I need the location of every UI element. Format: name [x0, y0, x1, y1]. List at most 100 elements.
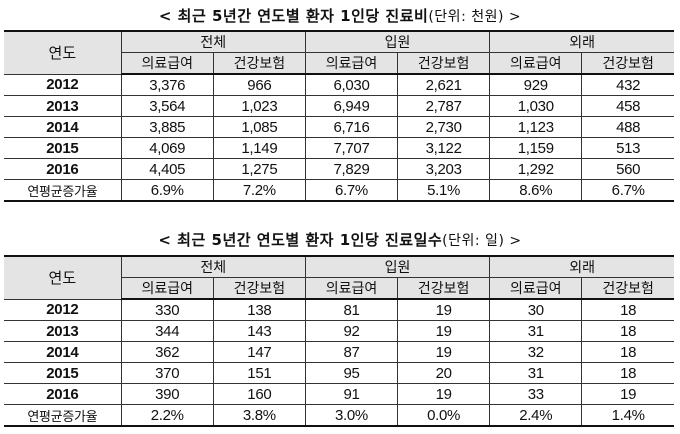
sub-header: 의료급여 [489, 277, 583, 300]
table-cell: 344 [120, 320, 214, 342]
table-cell: 3,122 [397, 137, 491, 159]
table-row: 2012 330 138 81 19 30 18 [4, 298, 674, 321]
title-text: < 최근 5년간 연도별 환자 1인당 진료일수 [158, 231, 443, 249]
table-row: 2015 4,069 1,149 7,707 3,122 1,159 513 [4, 137, 674, 159]
table-cell: 5.1% [397, 179, 491, 202]
group-header: 외래 [489, 255, 674, 278]
table-cell: 18 [581, 298, 674, 321]
table-cell: 1,292 [489, 158, 583, 180]
table-cell: 458 [581, 95, 674, 117]
title-unit: (단위: 일) > [442, 233, 522, 249]
table-cell: 19 [397, 341, 491, 363]
row-label: 2014 [4, 341, 122, 363]
table-cell: 151 [212, 362, 306, 384]
table-cell: 6,716 [304, 116, 399, 138]
table-cell: 2,730 [397, 116, 491, 138]
table-cell: 19 [397, 298, 491, 321]
row-label: 2014 [4, 116, 122, 138]
table-cell: 4,405 [120, 158, 214, 180]
sub-header: 건강보험 [212, 277, 306, 300]
table-cell: 0.0% [397, 404, 491, 427]
table-cell: 1,085 [212, 116, 306, 138]
table-cell: 929 [489, 73, 583, 96]
group-header: 입원 [304, 30, 491, 53]
table-cell: 30 [489, 298, 583, 321]
sub-header: 건강보험 [212, 52, 306, 75]
table-row: 2015 370 151 95 20 31 18 [4, 362, 674, 384]
table-cell: 1,159 [489, 137, 583, 159]
table-row: 2016 390 160 91 19 33 19 [4, 383, 674, 405]
group-header: 전체 [120, 30, 306, 53]
table-cell: 2.2% [120, 404, 214, 427]
table-cell: 966 [212, 73, 306, 96]
sub-header: 의료급여 [489, 52, 583, 75]
table-row: 2013 344 143 92 19 31 18 [4, 320, 674, 342]
table-cell: 1,123 [489, 116, 583, 138]
table-cell: 6,949 [304, 95, 399, 117]
title-unit: (단위: 천원) > [428, 9, 522, 25]
table-cell: 390 [120, 383, 214, 405]
table-cell: 19 [397, 320, 491, 342]
group-header: 전체 [120, 255, 306, 278]
row-label: 연평균증가율 [4, 404, 122, 427]
table-cell: 6,030 [304, 73, 399, 96]
table-cell: 19 [397, 383, 491, 405]
table-cell: 3,564 [120, 95, 214, 117]
table-cell: 19 [581, 383, 674, 405]
year-header: 연도 [4, 255, 122, 300]
sub-header: 건강보험 [581, 277, 674, 300]
table-cell: 6.7% [581, 179, 674, 202]
table-cell: 1,030 [489, 95, 583, 117]
table-cell: 7,707 [304, 137, 399, 159]
table-cell: 7,829 [304, 158, 399, 180]
table-cell: 91 [304, 383, 399, 405]
table-cell: 432 [581, 73, 674, 96]
table-title-cost: < 최근 5년간 연도별 환자 1인당 진료비(단위: 천원) > [0, 5, 680, 26]
table-cell: 362 [120, 341, 214, 363]
table-cell: 3.8% [212, 404, 306, 427]
row-label: 연평균증가율 [4, 179, 122, 202]
title-text: < 최근 5년간 연도별 환자 1인당 진료비 [158, 7, 429, 25]
row-label: 2013 [4, 95, 122, 117]
table-cell: 8.6% [489, 179, 583, 202]
table-cell: 18 [581, 362, 674, 384]
table-cell: 3,203 [397, 158, 491, 180]
table-cell: 513 [581, 137, 674, 159]
table-cell: 4,069 [120, 137, 214, 159]
table-row: 2014 362 147 87 19 32 18 [4, 341, 674, 363]
table-cell: 370 [120, 362, 214, 384]
table-title-days: < 최근 5년간 연도별 환자 1인당 진료일수(단위: 일) > [0, 229, 680, 250]
sub-header: 건강보험 [397, 277, 491, 300]
table-row: 연평균증가율 2.2% 3.8% 3.0% 0.0% 2.4% 1.4% [4, 404, 674, 427]
table-cell: 1.4% [581, 404, 674, 427]
row-label: 2013 [4, 320, 122, 342]
cost-per-patient-table: 연도 전체 입원 외래 의료급여 건강보험 의료급여 건강보험 의료급여 건강보험 2012 3,37… [4, 30, 674, 202]
row-label: 2015 [4, 362, 122, 384]
year-header: 연도 [4, 30, 122, 75]
table-cell: 160 [212, 383, 306, 405]
group-header: 입원 [304, 255, 491, 278]
sub-header: 의료급여 [121, 52, 214, 75]
table-cell: 2,787 [397, 95, 491, 117]
row-label: 2012 [4, 298, 122, 321]
sub-header: 건강보험 [581, 52, 674, 75]
row-label: 2012 [4, 73, 122, 96]
table-row: 2012 3,376 966 6,030 2,621 929 432 [4, 73, 674, 96]
table-cell: 138 [212, 298, 306, 321]
group-header: 외래 [489, 30, 674, 53]
table-cell: 20 [397, 362, 491, 384]
table-cell: 147 [212, 341, 306, 363]
table-row: 연평균증가율 6.9% 7.2% 6.7% 5.1% 8.6% 6.7% [4, 179, 674, 202]
table-cell: 87 [304, 341, 399, 363]
table-cell: 3,885 [120, 116, 214, 138]
row-label: 2016 [4, 383, 122, 405]
table-cell: 2.4% [489, 404, 583, 427]
table-cell: 1,023 [212, 95, 306, 117]
sub-header: 의료급여 [304, 277, 399, 300]
table-cell: 330 [120, 298, 214, 321]
table-cell: 33 [489, 383, 583, 405]
table-row: 2013 3,564 1,023 6,949 2,787 1,030 458 [4, 95, 674, 117]
table-cell: 32 [489, 341, 583, 363]
row-label: 2015 [4, 137, 122, 159]
table-cell: 7.2% [212, 179, 306, 202]
